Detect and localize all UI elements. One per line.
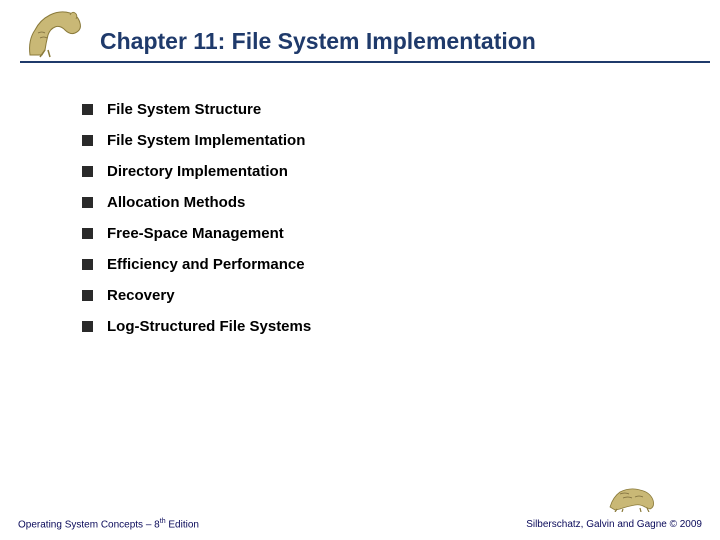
- footer-book-suffix: Edition: [166, 519, 199, 530]
- bullet-square-icon: [82, 228, 93, 239]
- dinosaur-icon: [20, 5, 90, 60]
- bullet-square-icon: [82, 135, 93, 146]
- footer-left-text: Operating System Concepts – 8th Edition: [18, 518, 199, 530]
- slide-title: Chapter 11: File System Implementation: [100, 18, 700, 55]
- footer-right-text: Silberschatz, Galvin and Gagne © 2009: [526, 519, 702, 530]
- bullet-text: Recovery: [107, 287, 175, 304]
- bullet-square-icon: [82, 259, 93, 270]
- bullet-item: Efficiency and Performance: [82, 256, 700, 273]
- bullet-text: Free-Space Management: [107, 225, 284, 242]
- footer-book-prefix: Operating System Concepts – 8: [18, 519, 160, 530]
- bullet-square-icon: [82, 290, 93, 301]
- bullet-text: Directory Implementation: [107, 163, 288, 180]
- bullet-text: Efficiency and Performance: [107, 256, 305, 273]
- bullet-text: File System Structure: [107, 101, 261, 118]
- bullet-item: Allocation Methods: [82, 194, 700, 211]
- bullet-item: Directory Implementation: [82, 163, 700, 180]
- title-underline: [20, 61, 710, 63]
- bullet-text: Allocation Methods: [107, 194, 245, 211]
- slide-header: Chapter 11: File System Implementation: [0, 0, 720, 71]
- bullet-item: Log-Structured File Systems: [82, 318, 700, 335]
- dinosaur-icon: [605, 472, 660, 512]
- bullet-item: Recovery: [82, 287, 700, 304]
- bullet-item: File System Implementation: [82, 132, 700, 149]
- bullet-item: Free-Space Management: [82, 225, 700, 242]
- bullet-item: File System Structure: [82, 101, 700, 118]
- bullet-text: Log-Structured File Systems: [107, 318, 311, 335]
- bullet-text: File System Implementation: [107, 132, 305, 149]
- slide-content: File System Structure File System Implem…: [0, 71, 720, 369]
- bullet-square-icon: [82, 321, 93, 332]
- slide-footer: Operating System Concepts – 8th Edition …: [0, 518, 720, 530]
- bullet-square-icon: [82, 104, 93, 115]
- bullet-square-icon: [82, 166, 93, 177]
- bullet-square-icon: [82, 197, 93, 208]
